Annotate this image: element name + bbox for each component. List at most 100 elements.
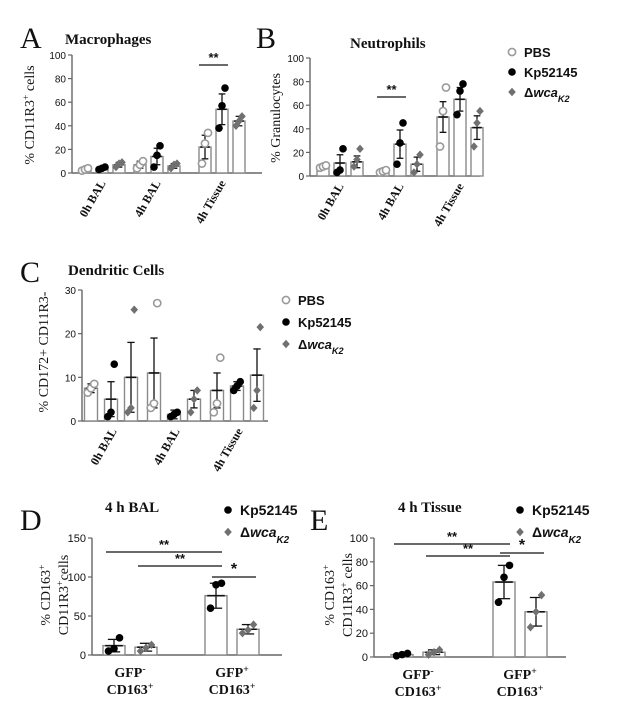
panel-letter: A <box>20 22 42 55</box>
y-axis-label: CD11R3+cells <box>55 555 73 635</box>
data-point <box>206 604 215 612</box>
data-point <box>456 87 464 95</box>
data-point <box>500 573 508 582</box>
legend-entry: ΔwcaK2 <box>532 524 582 546</box>
data-point <box>130 305 139 314</box>
legend-marker <box>516 506 524 514</box>
data-point <box>115 159 123 168</box>
data-point <box>173 408 182 417</box>
data-point <box>212 399 222 408</box>
data-point <box>435 645 444 655</box>
significance-label: * <box>519 537 526 554</box>
panel-title: Dendritic Cells <box>68 263 164 279</box>
significance-label: ** <box>463 541 474 556</box>
y-tick-label: 80 <box>55 75 67 86</box>
legend-marker <box>516 527 524 537</box>
data-point <box>494 598 503 607</box>
data-point <box>200 139 210 148</box>
y-tick-label: 0 <box>60 169 66 180</box>
data-point <box>396 139 404 147</box>
panel-letter: E <box>310 504 328 537</box>
bar <box>232 120 246 174</box>
data-point <box>149 399 159 408</box>
data-point <box>249 403 258 413</box>
y-tick-label: 50 <box>74 611 86 623</box>
data-point <box>453 110 461 119</box>
panel-letter: B <box>256 22 276 55</box>
data-point <box>236 377 245 386</box>
significance-label: ** <box>159 537 170 552</box>
data-point <box>410 168 418 177</box>
y-tick-label: 60 <box>55 98 67 109</box>
legend-entry: Kp52145 <box>240 502 298 518</box>
panel-title: Macrophages <box>65 32 152 48</box>
legend-marker <box>508 68 516 76</box>
x-tick-label: GFP- <box>114 664 145 682</box>
y-axis-label: % Granulocytes <box>269 73 284 163</box>
panel-B: 0 20 40 60 80 100 0h BAL 4h BAL 4h Tissue B Neutro… <box>256 22 577 229</box>
legend-marker <box>224 506 232 514</box>
y-tick-label: 10 <box>65 373 77 384</box>
data-point <box>424 650 433 659</box>
data-point <box>321 160 331 170</box>
significance-label: * <box>231 561 238 578</box>
data-point <box>218 101 226 110</box>
data-point <box>244 625 252 635</box>
legend-entry: ΔwcaK2 <box>298 337 344 356</box>
panel-title: 4 h BAL <box>105 500 159 516</box>
y-tick-label: 40 <box>293 125 305 136</box>
y-tick-label: 100 <box>287 54 304 65</box>
y-tick-label: 100 <box>350 533 368 545</box>
x-tick-label: 0h BAL <box>87 426 119 468</box>
y-tick-label: 20 <box>356 628 368 640</box>
data-point <box>537 590 546 600</box>
x-tick-label: GFP+ <box>215 664 249 682</box>
data-point <box>209 407 219 417</box>
data-point <box>505 561 514 570</box>
data-point <box>215 124 223 132</box>
data-point <box>153 151 161 160</box>
data-point <box>110 644 118 653</box>
legend-entry: PBS <box>298 293 325 308</box>
data-point <box>459 80 467 88</box>
x-tick-label: 4h BAL <box>374 181 406 223</box>
panel-C: 0 10 20 30 0h BAL 4h BAL 4h Tissue C Dendritic C… <box>20 256 351 474</box>
panel-title: Neutrophils <box>350 36 426 52</box>
legend-entry: ΔwcaK2 <box>240 524 290 546</box>
data-point <box>430 648 438 657</box>
significance-label: ** <box>386 82 397 97</box>
data-point <box>256 322 265 332</box>
legend-marker <box>224 527 232 537</box>
x-tick-label: CD163+ <box>107 681 154 699</box>
y-tick-label: 80 <box>356 557 368 569</box>
data-point <box>190 394 198 404</box>
data-point <box>336 166 344 174</box>
data-point <box>238 628 247 638</box>
y-tick-label: 0 <box>70 417 76 428</box>
y-tick-label: 20 <box>293 148 305 159</box>
legend-marker <box>282 318 290 326</box>
y-axis-label: % CD163+ <box>321 564 339 626</box>
y-tick-label: 100 <box>49 51 66 62</box>
data-point <box>83 163 93 173</box>
x-tick-label: CD163+ <box>497 683 544 701</box>
legend-marker <box>508 87 516 97</box>
y-tick-label: 0 <box>298 172 304 183</box>
data-point <box>127 403 135 413</box>
y-tick-label: 20 <box>65 330 77 341</box>
x-tick-label: 4h Tissue <box>193 177 229 226</box>
data-point <box>150 163 158 171</box>
data-point <box>152 298 162 308</box>
x-tick-label: 4h Tissue <box>210 425 246 474</box>
panel-letter: D <box>20 504 42 537</box>
data-point <box>399 119 407 127</box>
data-point <box>253 386 261 395</box>
data-point <box>476 106 484 116</box>
data-point <box>142 643 150 653</box>
data-point <box>350 162 358 171</box>
data-point <box>473 118 481 128</box>
x-tick-label: CD163+ <box>209 681 256 699</box>
